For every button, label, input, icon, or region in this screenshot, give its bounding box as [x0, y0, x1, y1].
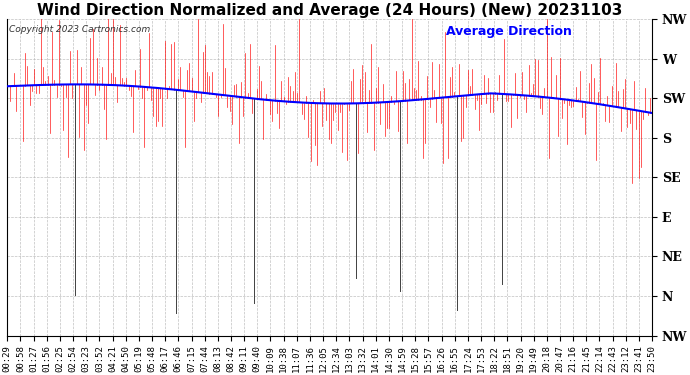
Text: Average Direction: Average Direction — [446, 25, 571, 38]
Text: Copyright 2023 Cartronics.com: Copyright 2023 Cartronics.com — [8, 25, 150, 34]
Title: Wind Direction Normalized and Average (24 Hours) (New) 20231103: Wind Direction Normalized and Average (2… — [37, 3, 622, 18]
